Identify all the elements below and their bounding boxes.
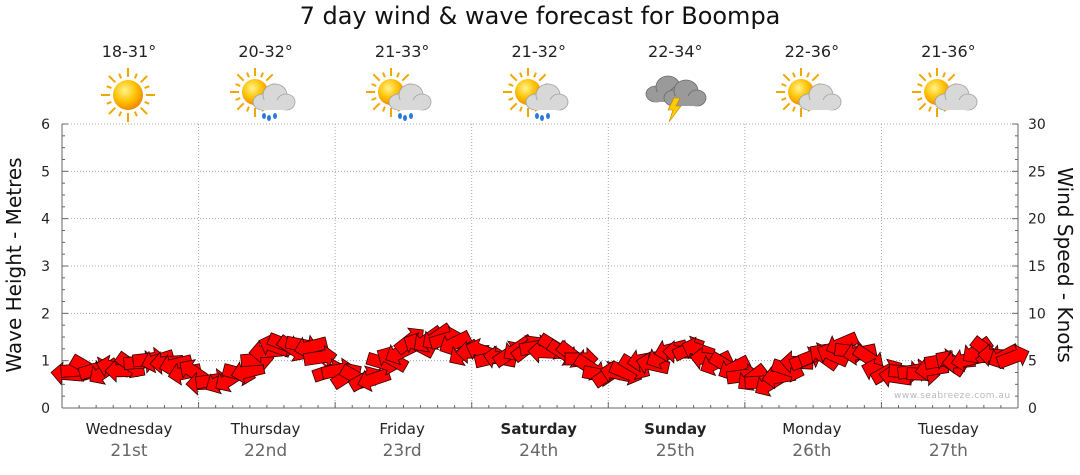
day-date: 27th bbox=[928, 441, 968, 461]
sun-cloud-showers-icon bbox=[470, 67, 606, 126]
day-temp-range: 22-36° bbox=[784, 42, 840, 61]
day-name: Friday bbox=[379, 420, 425, 438]
wind-arrow bbox=[995, 344, 1030, 370]
day-date: 26th bbox=[792, 441, 832, 461]
day-date: 22nd bbox=[243, 441, 288, 461]
day-name: Tuesday bbox=[917, 420, 979, 438]
y-tick-label-left: 1 bbox=[41, 354, 50, 370]
partly-cloudy-icon bbox=[743, 67, 879, 126]
y-tick-label-right: 10 bbox=[1028, 306, 1046, 322]
day-date: 25th bbox=[655, 441, 695, 461]
tick-labels: 0 1 2 3 4 5 6 0 5 10 15 20 25 30 bbox=[41, 117, 1046, 417]
y-tick-label-right: 0 bbox=[1028, 401, 1037, 417]
axes bbox=[61, 123, 1019, 409]
day-date: 23rd bbox=[382, 441, 422, 461]
day-name: Sunday bbox=[644, 420, 707, 438]
y-tick-label-left: 0 bbox=[41, 401, 50, 417]
day-temp-range: 21-36° bbox=[921, 42, 976, 61]
day-temp-range: 21-32° bbox=[511, 42, 566, 61]
chart-title: 7 day wind & wave forecast for Boompa bbox=[299, 2, 781, 30]
y-tick-label-left: 5 bbox=[41, 164, 50, 180]
day-name: Monday bbox=[782, 420, 842, 438]
day-name: Wednesday bbox=[85, 420, 173, 438]
y-tick-label-left: 2 bbox=[41, 306, 50, 322]
day-temp-range: 20-32° bbox=[238, 42, 293, 61]
y-tick-label-right: 15 bbox=[1028, 259, 1046, 275]
day-name: Thursday bbox=[230, 420, 301, 438]
sun-cloud-showers-icon bbox=[197, 67, 333, 126]
y-tick-label-right: 25 bbox=[1028, 164, 1046, 180]
wind-series bbox=[50, 322, 1030, 397]
sun-cloud-showers-icon bbox=[333, 67, 469, 126]
y-tick-label-left: 4 bbox=[41, 212, 50, 228]
gridlines bbox=[62, 123, 1018, 408]
y-tick-label-right: 30 bbox=[1028, 117, 1046, 133]
day-date: 24th bbox=[519, 441, 559, 461]
y-tick-label-left: 3 bbox=[41, 259, 50, 275]
day-temp-range: 18-31° bbox=[101, 42, 157, 61]
watermark: www.seabreeze.com.au bbox=[894, 391, 1011, 401]
partly-cloudy-icon bbox=[879, 67, 1015, 126]
y-axis-title-right: Wind Speed - Knots bbox=[1053, 167, 1077, 363]
day-temp-range: 21-33° bbox=[374, 42, 430, 61]
y-tick-label-right: 5 bbox=[1028, 354, 1037, 370]
y-axis-title-left: Wave Height - Metres bbox=[2, 157, 26, 373]
day-date: 21st bbox=[110, 441, 148, 461]
sunny-icon bbox=[60, 68, 196, 126]
day-temp-range: 22-34° bbox=[648, 42, 703, 61]
thunderstorm-icon bbox=[606, 68, 742, 126]
day-name: Saturday bbox=[500, 420, 577, 438]
y-tick-label-left: 6 bbox=[41, 117, 50, 133]
y-tick-label-right: 20 bbox=[1028, 212, 1046, 228]
